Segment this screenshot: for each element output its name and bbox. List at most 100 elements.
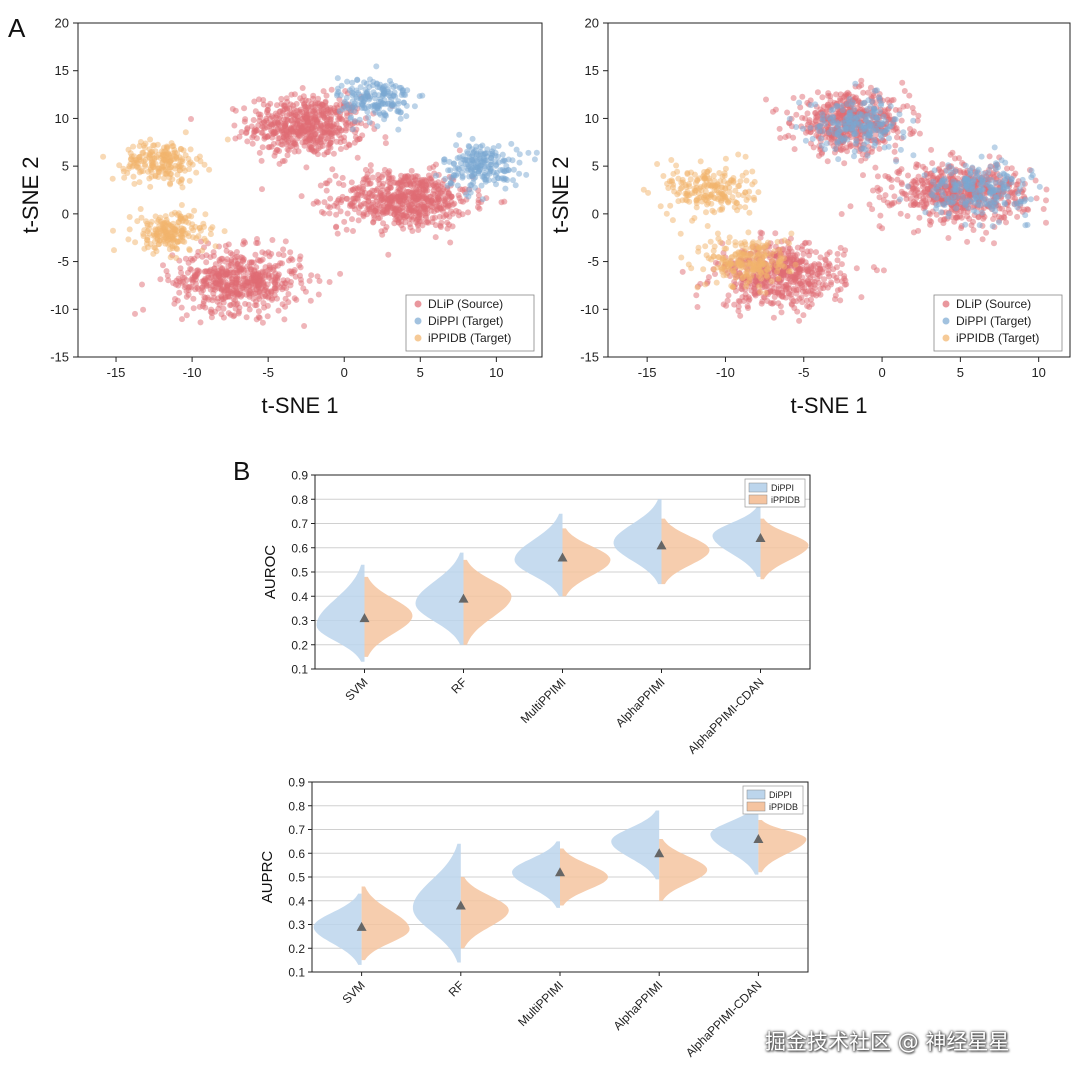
scatter-point <box>983 175 990 182</box>
scatter-point <box>668 157 675 163</box>
scatter-point <box>838 102 845 109</box>
scatter-point <box>167 254 174 261</box>
scatter-point <box>860 145 867 152</box>
scatter-point <box>356 91 363 98</box>
scatter-point <box>851 153 857 160</box>
scatter-point <box>667 202 674 209</box>
scatter-point <box>390 179 397 186</box>
scatter-point <box>130 173 137 180</box>
scatter-point <box>232 107 239 114</box>
scatter-point <box>853 137 860 144</box>
scatter-point <box>171 300 178 307</box>
scatter-point <box>336 108 343 115</box>
scatter-point <box>486 168 493 175</box>
scatter-point <box>812 285 819 291</box>
scatter-point <box>214 295 221 302</box>
scatter-point <box>275 271 282 278</box>
scatter-point <box>164 237 171 244</box>
scatter-point <box>456 166 462 172</box>
x-tick-label: -5 <box>262 365 274 380</box>
scatter-point <box>827 116 834 123</box>
scatter-point <box>787 235 794 242</box>
scatter-point <box>207 226 214 233</box>
scatter-point <box>147 152 154 159</box>
scatter-point <box>796 295 803 302</box>
scatter-point <box>876 94 883 101</box>
scatter-point <box>693 200 700 207</box>
scatter-point <box>220 305 227 312</box>
scatter-point <box>807 124 814 131</box>
scatter-point <box>190 234 196 241</box>
scatter-point <box>224 290 231 297</box>
scatter-point <box>864 152 871 159</box>
scatter-point <box>348 179 355 186</box>
scatter-point <box>343 226 350 233</box>
scatter-point <box>837 244 844 251</box>
scatter-point <box>1000 214 1007 220</box>
scatter-point <box>746 188 753 195</box>
scatter-point <box>362 166 369 173</box>
scatter-point <box>722 165 729 172</box>
scatter-point <box>447 167 454 174</box>
scatter-point <box>979 209 986 216</box>
scatter-point <box>227 262 234 268</box>
scatter-point <box>408 201 415 208</box>
scatter-point <box>928 146 935 153</box>
scatter-point <box>904 183 911 190</box>
scatter-point <box>141 144 148 151</box>
scatter-point <box>469 172 476 179</box>
scatter-point <box>477 150 484 157</box>
scatter-point <box>470 150 477 156</box>
scatter-point <box>442 175 449 182</box>
scatter-point <box>717 195 724 202</box>
scatter-point <box>847 203 854 210</box>
scatter-point <box>752 289 759 296</box>
scatter-point <box>858 113 865 120</box>
scatter-point <box>456 147 463 154</box>
scatter-point <box>399 192 406 199</box>
scatter-point <box>693 204 700 211</box>
scatter-point <box>352 118 359 125</box>
scatter-point <box>727 260 734 267</box>
scatter-point <box>301 323 308 329</box>
scatter-point <box>321 199 328 206</box>
scatter-point <box>998 157 1005 164</box>
scatter-point <box>874 114 881 121</box>
scatter-point <box>347 200 354 207</box>
scatter-point <box>141 245 148 252</box>
scatter-point <box>712 271 718 277</box>
scatter-point <box>771 289 778 296</box>
scatter-point <box>1004 165 1010 172</box>
scatter-point <box>793 124 800 130</box>
scatter-point <box>254 282 261 288</box>
scatter-point <box>807 97 814 104</box>
scatter-point <box>410 194 417 201</box>
scatter-point <box>468 166 475 173</box>
scatter-point <box>375 177 382 183</box>
scatter-point <box>290 269 297 275</box>
scatter-point <box>764 298 771 304</box>
scatter-point <box>233 288 240 295</box>
scatter-point <box>498 199 505 206</box>
scatter-point <box>356 116 363 123</box>
scatter-point <box>707 193 714 200</box>
scatter-point <box>713 279 720 286</box>
scatter-point <box>736 182 743 189</box>
scatter-point <box>814 275 821 282</box>
scatter-point <box>702 192 709 199</box>
scatter-point <box>882 118 889 125</box>
scatter-point <box>731 301 738 308</box>
scatter-point <box>830 266 837 273</box>
scatter-point <box>808 296 814 303</box>
scatter-point <box>869 98 875 105</box>
scatter-point <box>833 102 840 109</box>
scatter-point <box>777 303 784 310</box>
scatter-point <box>795 286 802 293</box>
scatter-point <box>222 242 229 249</box>
scatter-point <box>350 90 357 97</box>
scatter-point <box>1014 181 1021 188</box>
scatter-point <box>851 106 858 113</box>
scatter-point <box>173 255 180 261</box>
scatter-point <box>958 199 965 206</box>
scatter-point <box>276 148 283 154</box>
